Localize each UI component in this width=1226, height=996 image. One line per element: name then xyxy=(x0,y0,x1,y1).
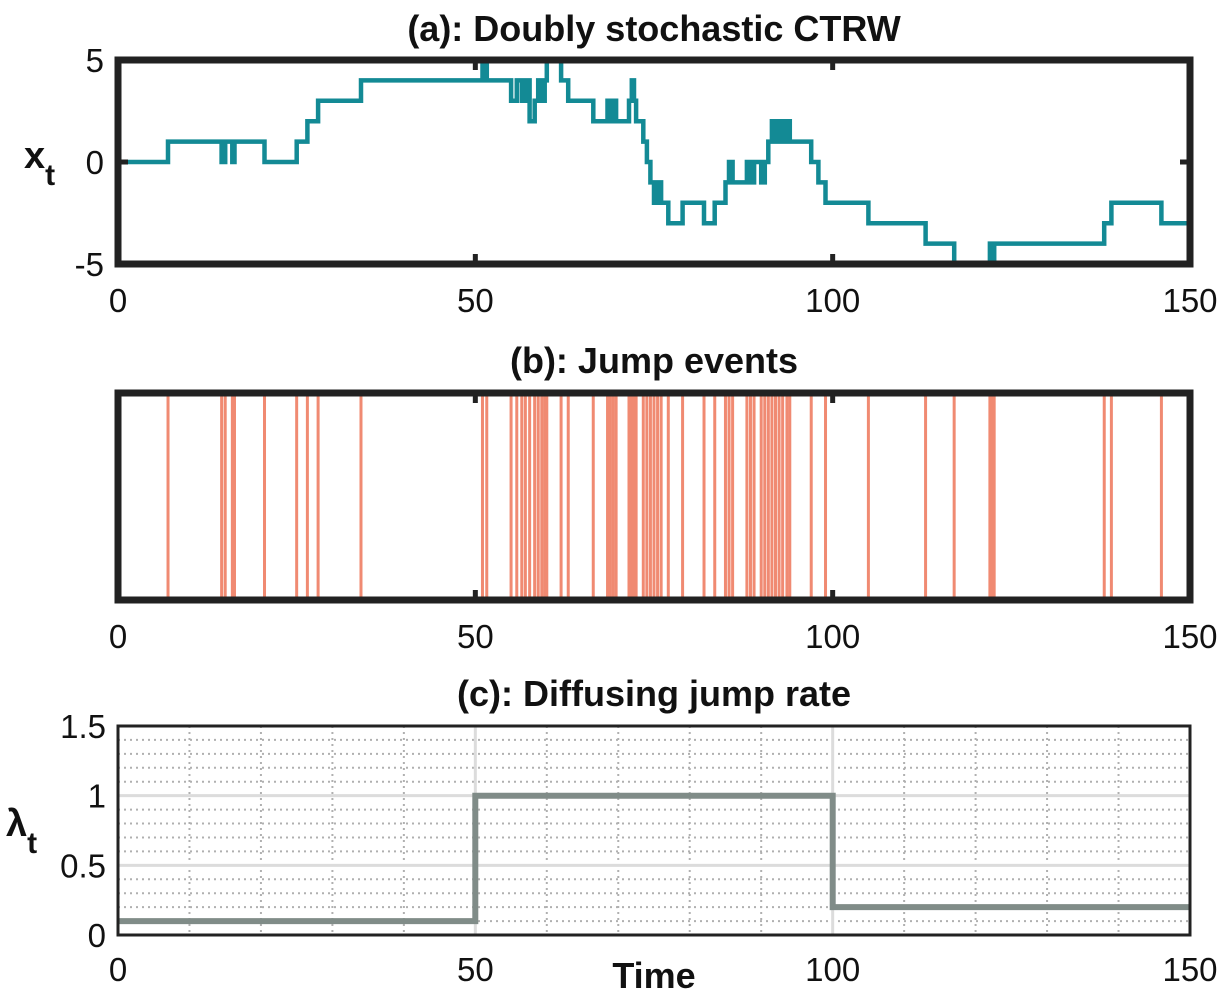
panel-a-ylabel-main: x xyxy=(24,135,45,177)
panel-c-ytick-label: 1.5 xyxy=(60,708,106,745)
panel-c-plot-area xyxy=(118,792,1190,925)
panel-c-xtick-label: 50 xyxy=(457,951,494,988)
panel-c-ylabel: λt xyxy=(6,803,37,860)
panel-c-axes-box xyxy=(116,724,1192,937)
panel-a-ytick-label: 0 xyxy=(86,144,104,181)
panel-b-title: (b): Jump events xyxy=(510,340,798,381)
panel-a-ytick-label: -5 xyxy=(75,246,104,283)
panel-b-ticks: 0 50 100 150 xyxy=(109,393,1218,655)
panel-b-xtick-label: 50 xyxy=(457,618,494,655)
panel-c-ytick-label: 1 xyxy=(88,778,106,815)
panel-c-xtick-label: 100 xyxy=(805,951,860,988)
panel-c-ytick-label: 0.5 xyxy=(60,847,106,884)
panel-a-xtick-label: 50 xyxy=(457,282,494,319)
panel-b-axes-box xyxy=(114,389,1194,604)
panel-c: (c): Diffusing jump rate 0 50 100 150 0 0.5 1 1… xyxy=(6,673,1218,996)
panel-a: (a): Doubly stochastic CTRW 0 50 100 150-50… xyxy=(24,8,1218,319)
panel-b-xtick-label: 150 xyxy=(1162,618,1217,655)
series-line-lambda xyxy=(118,792,1190,925)
panel-c-xtick-label: 150 xyxy=(1162,951,1217,988)
panel-c-title: (c): Diffusing jump rate xyxy=(457,673,851,714)
panel-a-ylabel-sub: t xyxy=(45,159,55,192)
panel-a-ylabel: xt xyxy=(24,135,55,192)
panel-a-ticks: 0 50 100 150-505 xyxy=(75,42,1218,319)
panel-a-ytick-label: 5 xyxy=(86,42,104,79)
panel-c-xlabel: Time xyxy=(612,955,695,996)
panel-c-xtick-label: 0 xyxy=(109,951,127,988)
panel-c-ticks: 0 50 100 150 0 0.5 1 1.5 xyxy=(60,708,1217,988)
panel-b-xtick-label: 100 xyxy=(805,618,860,655)
panel-a-xtick-label: 100 xyxy=(805,282,860,319)
panel-b-xtick-label: 0 xyxy=(109,618,127,655)
panel-b-plot-area xyxy=(166,393,1192,600)
panel-a-xtick-label: 150 xyxy=(1162,282,1217,319)
panel-a-xtick-label: 0 xyxy=(109,282,127,319)
panel-c-grid xyxy=(118,726,1190,935)
panel-a-title: (a): Doubly stochastic CTRW xyxy=(407,8,900,49)
panel-a-plot-area xyxy=(118,57,1190,267)
panel-c-ylabel-main: λ xyxy=(6,803,27,845)
series-line-xt xyxy=(118,57,1190,267)
panel-c-ytick-label: 0 xyxy=(88,917,106,954)
panel-b: (b): Jump events 0 50 100 150 xyxy=(109,340,1218,655)
panel-c-ylabel-sub: t xyxy=(27,827,37,860)
